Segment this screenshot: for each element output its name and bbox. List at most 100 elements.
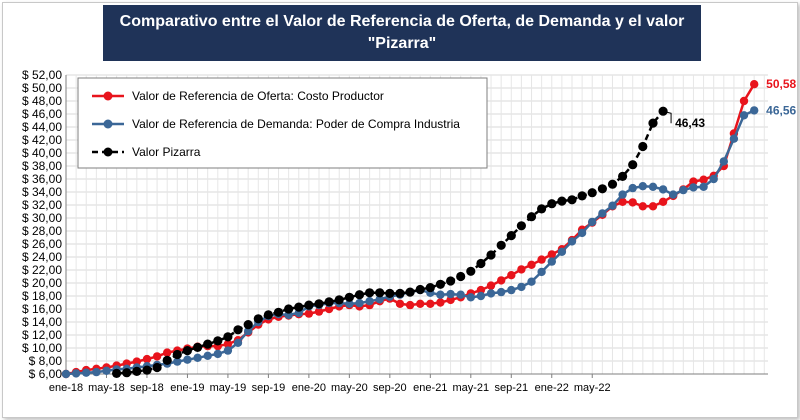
data-point <box>324 297 334 307</box>
data-point <box>476 285 486 295</box>
data-point <box>476 291 486 301</box>
data-point <box>658 185 668 194</box>
data-point <box>607 179 618 189</box>
data-point <box>648 182 658 191</box>
y-tick-label: $ 34,00 <box>22 185 62 199</box>
data-point <box>527 260 536 269</box>
data-point <box>466 266 476 276</box>
data-point <box>547 257 556 266</box>
x-axis-ticks: ene-18 may-18 sep-18 ene-19 may-19 sep-19 ene-… <box>49 374 611 394</box>
data-point <box>597 184 608 194</box>
y-tick-label: $ 22,00 <box>22 263 62 277</box>
data-point <box>334 295 344 305</box>
y-tick-label: $ 16,00 <box>22 302 62 316</box>
data-point <box>587 188 597 198</box>
y-tick-label: $ 44,00 <box>22 120 62 134</box>
y-axis-ticks: $ 6,00$ 8,00$ 10,00$ 12,00$ 14,00$ 16,00… <box>22 68 62 381</box>
data-point <box>446 289 455 299</box>
data-point <box>456 290 465 299</box>
data-point <box>456 271 466 282</box>
data-point <box>415 284 425 295</box>
data-point <box>638 202 647 211</box>
data-point <box>750 106 759 115</box>
data-point <box>517 282 526 292</box>
y-tick-label: $ 36,00 <box>22 172 62 186</box>
data-point <box>395 299 405 308</box>
data-point <box>345 299 354 308</box>
y-tick-label: $ 38,00 <box>22 159 62 173</box>
data-point <box>618 197 627 206</box>
data-point <box>344 292 354 302</box>
end-labels: 50,58 46,56 46,43 <box>662 77 797 130</box>
data-point <box>709 174 718 184</box>
data-point <box>729 134 739 143</box>
data-point <box>588 217 597 227</box>
data-point <box>628 183 637 193</box>
legend-swatch-marker <box>103 147 113 157</box>
data-point <box>537 204 547 214</box>
y-tick-label: $ 46,00 <box>22 107 62 121</box>
data-point <box>436 290 445 299</box>
data-point <box>516 221 527 231</box>
data-point <box>385 288 395 298</box>
data-point <box>526 212 537 222</box>
y-tick-label: $ 14,00 <box>22 315 62 329</box>
data-point <box>163 348 172 357</box>
data-point <box>314 299 324 309</box>
data-point <box>213 349 222 359</box>
data-point <box>638 182 647 191</box>
x-tick-label: may-20 <box>331 382 368 394</box>
data-point <box>294 302 304 312</box>
data-point <box>284 304 294 314</box>
data-point <box>132 366 142 376</box>
data-point <box>365 288 375 298</box>
data-point <box>507 285 516 295</box>
data-point <box>699 175 708 184</box>
x-tick-label: ene-18 <box>49 382 83 394</box>
data-point <box>648 118 658 128</box>
data-point <box>658 197 668 206</box>
data-point <box>243 320 253 330</box>
data-point <box>263 310 273 320</box>
data-point <box>577 191 587 201</box>
x-tick-label: may-18 <box>88 382 125 394</box>
data-point <box>679 185 688 195</box>
data-point <box>446 276 456 286</box>
data-point <box>557 196 567 206</box>
data-point <box>173 357 182 366</box>
x-tick-label: may-19 <box>210 382 247 394</box>
data-point <box>233 325 243 335</box>
data-point <box>223 346 233 355</box>
data-point <box>638 141 648 152</box>
data-point <box>183 355 192 364</box>
data-point <box>618 171 628 181</box>
y-tick-label: $ 40,00 <box>22 146 62 160</box>
data-point <box>365 297 374 306</box>
data-point <box>598 209 607 218</box>
x-tick-label: ene-20 <box>292 382 326 394</box>
data-point <box>699 182 708 191</box>
data-point <box>273 307 284 317</box>
data-point <box>416 299 425 308</box>
y-tick-label: $ 20,00 <box>22 276 62 290</box>
x-tick-label: sep-19 <box>252 382 286 394</box>
data-point <box>152 352 162 361</box>
data-point <box>314 307 324 316</box>
data-point <box>102 366 111 375</box>
data-point <box>466 293 475 302</box>
data-point <box>618 190 627 199</box>
data-point <box>476 258 486 269</box>
data-point <box>507 271 516 280</box>
data-point <box>425 283 435 293</box>
x-tick-label: sep-18 <box>130 382 164 394</box>
data-point <box>92 367 101 377</box>
x-tick-label: ene-22 <box>535 382 569 394</box>
data-point <box>253 314 263 324</box>
data-point <box>497 287 506 297</box>
y-tick-label: $ 30,00 <box>22 211 62 225</box>
data-point <box>203 351 212 360</box>
data-point <box>537 255 546 264</box>
data-point <box>689 177 698 186</box>
data-point <box>142 365 152 375</box>
